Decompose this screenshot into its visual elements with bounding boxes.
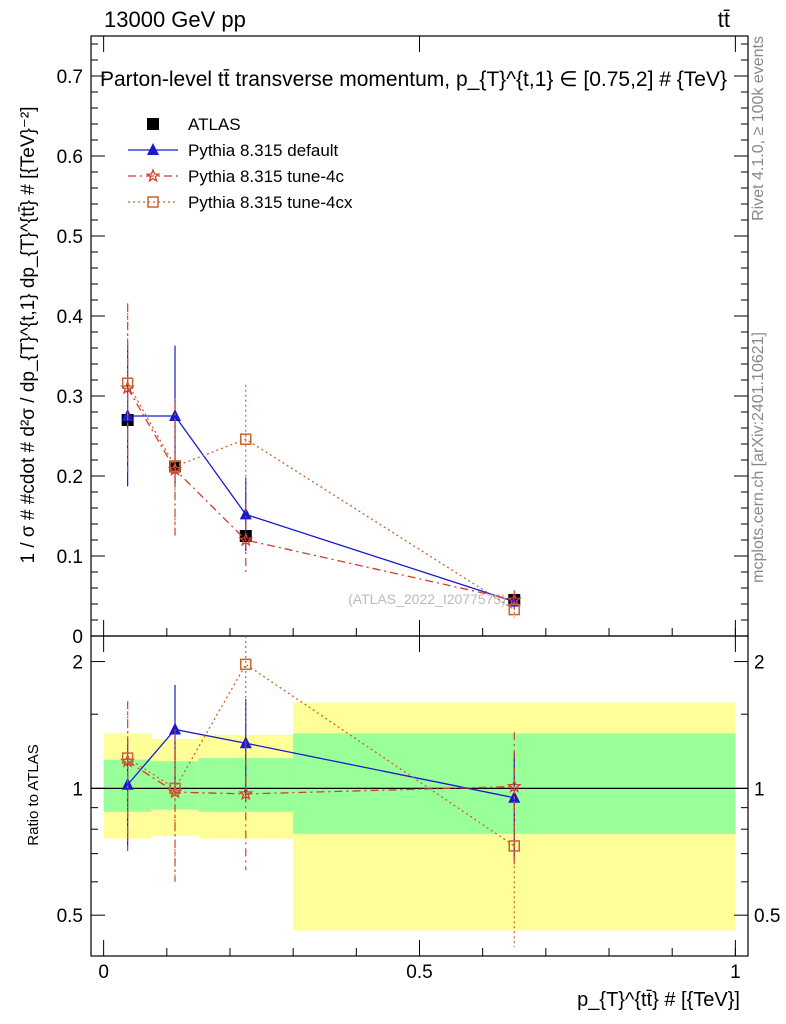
rivet-label: Rivet 4.1.0, ≥ 100k events bbox=[750, 36, 767, 221]
ratio-y-axis-label: Ratio to ATLAS bbox=[25, 744, 42, 845]
data-point bbox=[239, 507, 252, 520]
legend-marker bbox=[147, 118, 159, 130]
legend-marker bbox=[145, 168, 161, 183]
main-y-tick-label: 0.7 bbox=[57, 67, 83, 88]
legend-label: Pythia 8.315 tune-4c bbox=[188, 167, 344, 186]
series-line-pythia-8-315-tune-4c bbox=[127, 387, 515, 601]
x-tick-label: 0.5 bbox=[406, 962, 432, 983]
data-point bbox=[238, 532, 254, 547]
ratio-point bbox=[121, 777, 134, 790]
main-y-axis-label: 1 / σ # #cdot # d²σ / dp_{T}^{t,1} dp_{T… bbox=[18, 107, 39, 564]
main-y-tick-label: 0.3 bbox=[57, 387, 83, 408]
ratio-y-tick-label: 1 bbox=[72, 779, 83, 800]
ratio-point bbox=[240, 658, 252, 671]
data-point bbox=[508, 603, 521, 616]
main-plot: 0 0.1 0.2 0.3 0.4 0.5 0.6 0.7 bbox=[57, 35, 749, 648]
analysis-id: (ATLAS_2022_I2077575) bbox=[348, 591, 506, 607]
plot-title: Parton-level tt̄ transverse momentum, p_… bbox=[100, 68, 727, 91]
ratio-y-tick-label: 0.5 bbox=[57, 906, 83, 927]
ratio-line-pythia-8-315-tune-4cx bbox=[127, 663, 515, 847]
ratio-y-tick-label-right: 2 bbox=[754, 653, 765, 674]
ratio-point bbox=[169, 782, 181, 795]
series-line-pythia-8-315-default bbox=[127, 415, 515, 603]
x-axis-label: p_{T}^{tt̄} # [{TeV}] bbox=[577, 989, 740, 1011]
main-y-tick-label: 0.2 bbox=[57, 467, 83, 488]
ratio-point bbox=[508, 840, 521, 852]
data-point bbox=[240, 433, 252, 445]
ratio-point bbox=[238, 786, 254, 801]
main-y-tick-label: 0.4 bbox=[57, 307, 84, 328]
ratio-y-tick-label: 2 bbox=[72, 653, 83, 674]
legend-label: Pythia 8.315 default bbox=[188, 141, 339, 160]
legend-marker bbox=[147, 143, 159, 155]
series-line-pythia-8-315-tune-4cx bbox=[127, 382, 515, 611]
main-y-tick-label: 0.1 bbox=[57, 547, 83, 568]
ratio-y-tick-label-right: 1 bbox=[754, 779, 765, 800]
energy-label: 13000 GeV pp bbox=[104, 7, 246, 32]
ratio-point bbox=[169, 722, 182, 735]
main-y-tick-label: 0 bbox=[72, 627, 83, 648]
ratio-line-pythia-8-315-default bbox=[127, 728, 515, 799]
ratio-plot: 0.5 0.5 1 1 2 2 0 0.5 1 bbox=[57, 635, 780, 983]
data-point bbox=[121, 377, 134, 389]
ratio-y-tick-label-right: 0.5 bbox=[754, 906, 780, 927]
legend-label: Pythia 8.315 tune-4cx bbox=[188, 193, 353, 212]
mcplots-label: mcplots.cern.ch [arXiv:2401.10621] bbox=[750, 332, 767, 583]
process-label: tt̄ bbox=[718, 7, 730, 32]
legend-label: ATLAS bbox=[188, 115, 241, 134]
x-tick-label: 0 bbox=[98, 962, 109, 983]
data-point bbox=[169, 460, 181, 473]
ratio-point bbox=[121, 752, 134, 764]
ratio-point bbox=[506, 778, 522, 793]
legend-marker bbox=[147, 196, 159, 208]
main-y-tick-label: 0.5 bbox=[57, 227, 83, 248]
main-y-tick-label: 0.6 bbox=[57, 147, 83, 168]
x-tick-label: 1 bbox=[730, 962, 741, 983]
ratio-line-pythia-8-315-tune-4c bbox=[127, 760, 515, 795]
legend: ATLAS Pythia 8.315 default Pythia 8.315 tu… bbox=[128, 115, 353, 212]
